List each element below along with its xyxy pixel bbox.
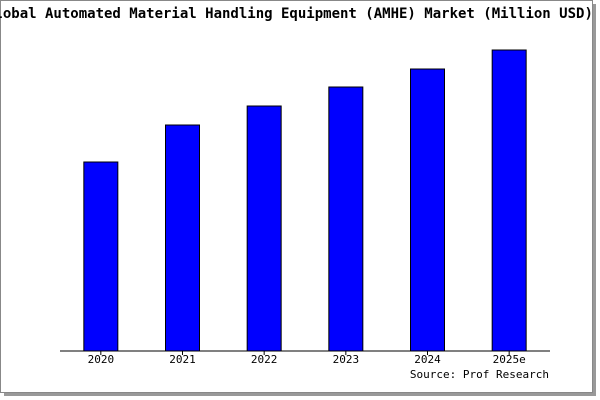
x-tick-label: 2022 [251,353,278,366]
bar [83,161,119,352]
x-tick-label: 2024 [414,353,441,366]
bar [246,105,282,352]
bar [410,68,445,352]
x-tick-label: 2023 [333,353,360,366]
x-tick-label: 2021 [169,353,196,366]
x-tick-label: 2025e [493,353,526,366]
bar [491,49,527,352]
x-tick-label: 2020 [88,353,115,366]
source-note: Source: Prof Research [410,368,549,381]
chart-title: Global Automated Material Handling Equip… [0,6,593,22]
bar [165,124,200,352]
bar [328,86,364,352]
